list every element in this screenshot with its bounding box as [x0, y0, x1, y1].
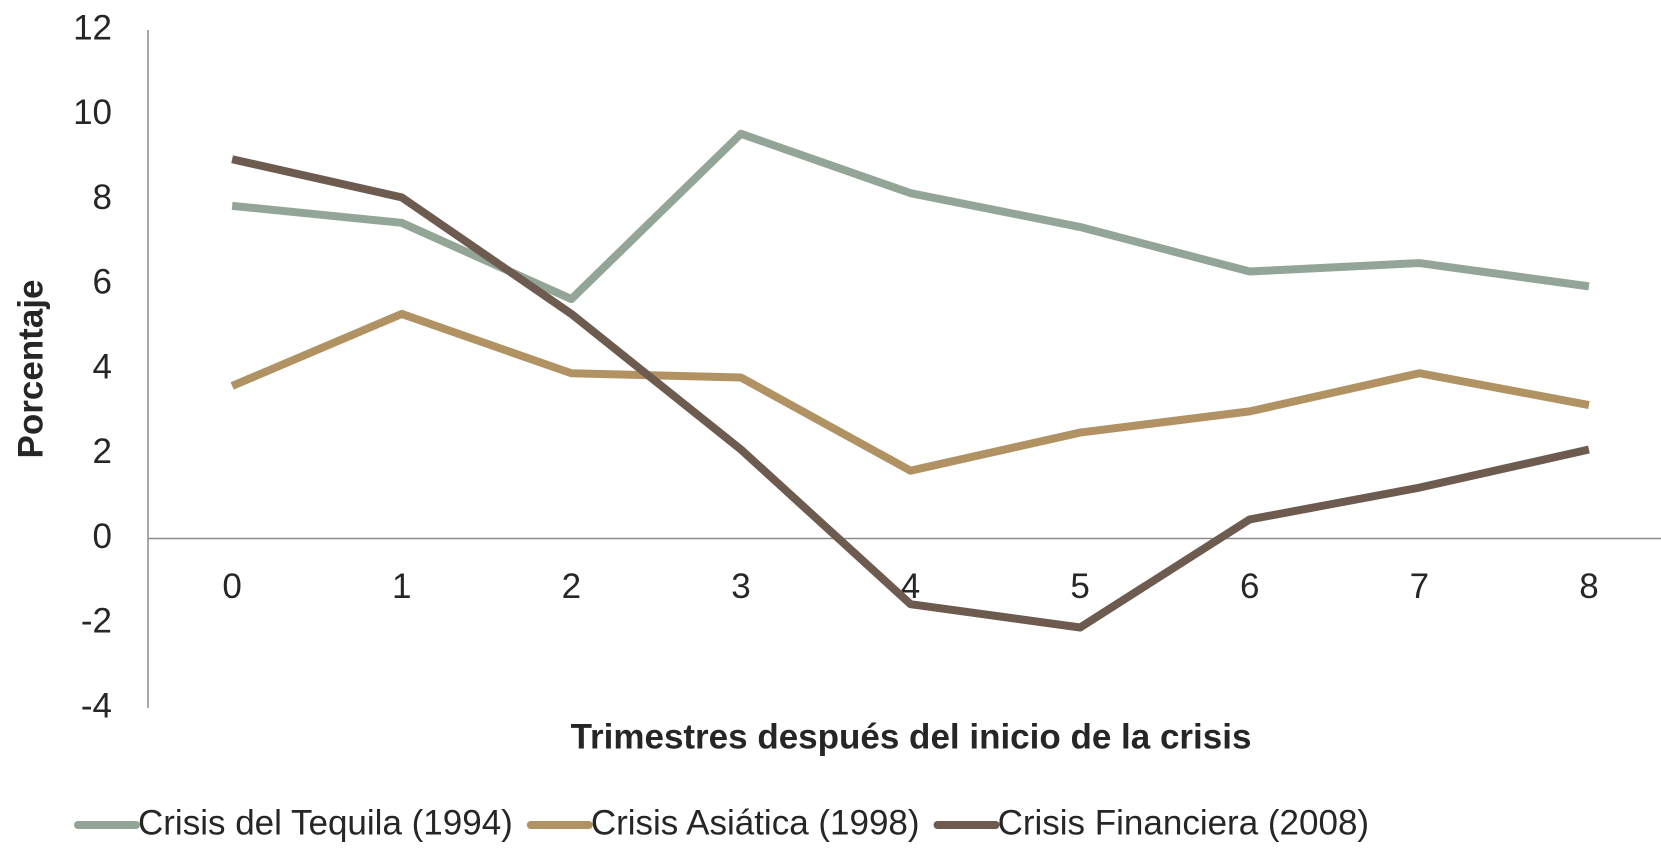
- legend-label: Crisis del Tequila (1994): [138, 803, 513, 842]
- series-line: [231, 155, 1590, 632]
- x-tick-label: 1: [392, 567, 411, 606]
- y-tick-label: 0: [93, 517, 112, 556]
- y-tick-label: -4: [81, 686, 112, 725]
- legend-label: Crisis Financiera (2008): [998, 803, 1370, 842]
- x-tick-label: 3: [731, 567, 750, 606]
- x-axis-title: Trimestres después del inicio de la cris…: [571, 717, 1252, 756]
- x-tick-label: 2: [562, 567, 581, 606]
- series-line: [230, 309, 1590, 475]
- legend-label: Crisis Asiática (1998): [591, 803, 920, 842]
- x-tick-label: 5: [1070, 567, 1089, 606]
- y-tick-label: 12: [73, 8, 112, 47]
- y-axis-title: Porcentaje: [11, 280, 50, 459]
- y-tick-label: -2: [81, 602, 112, 641]
- x-tick-label: 6: [1240, 567, 1259, 606]
- y-tick-label: 2: [93, 432, 112, 471]
- y-tick-label: 4: [93, 347, 112, 386]
- y-tick-label: 8: [93, 178, 112, 217]
- series-line: [231, 129, 1590, 304]
- y-tick-label: 10: [73, 93, 112, 132]
- y-tick-label: 6: [93, 263, 112, 302]
- x-tick-label: 7: [1410, 567, 1429, 606]
- x-tick-label: 0: [222, 567, 241, 606]
- x-tick-label: 8: [1579, 567, 1598, 606]
